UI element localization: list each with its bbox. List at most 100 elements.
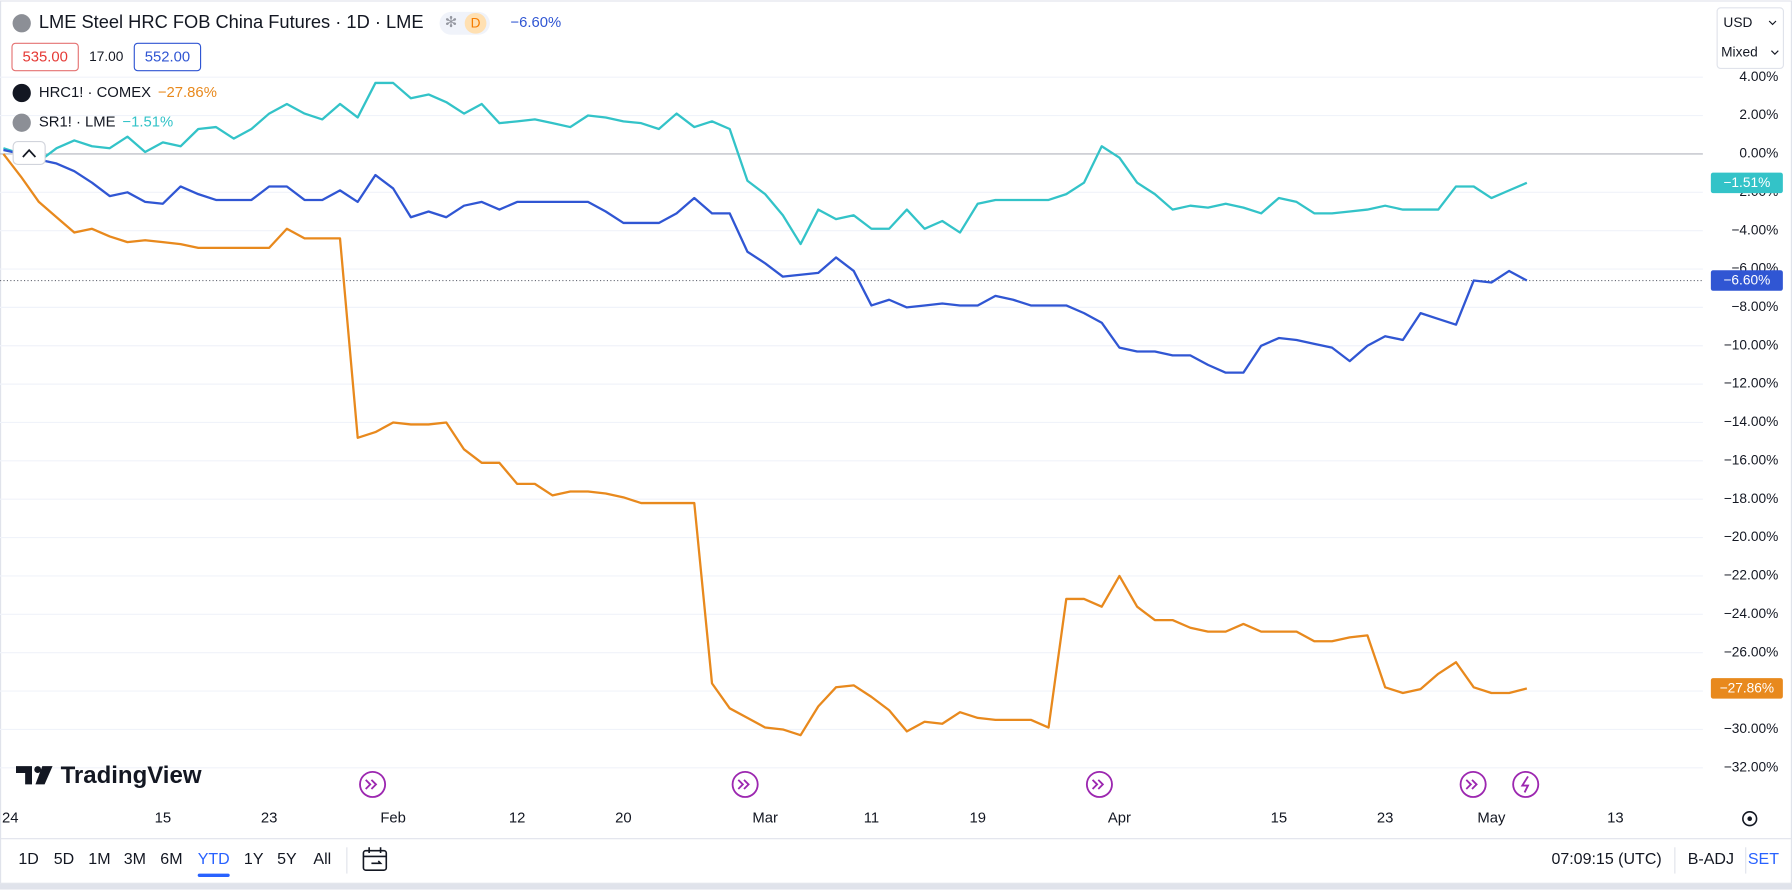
collapse-box[interactable] [12, 140, 46, 165]
chevron [1768, 20, 1777, 26]
bid-price: 535.00 [22, 49, 67, 65]
y-tick-label: −20.00% [1724, 529, 1778, 544]
compare-change: −27.86% [158, 85, 217, 101]
main-symbol[interactable]: LME Steel HRC FOB China Futures · 1D · L… [39, 11, 424, 32]
value-tag [1710, 172, 1783, 194]
y-tick-label: −4.00% [1731, 222, 1778, 237]
spread: 17.00 [89, 49, 124, 64]
scale-mode[interactable]: Mixed [1721, 45, 1758, 60]
brand-logo [16, 766, 53, 785]
symbol-icon [12, 113, 31, 132]
value-tag-label: −1.51% [1723, 175, 1770, 190]
logo-mark [35, 766, 53, 785]
ask-box [133, 42, 202, 72]
scale-box-bg [1716, 7, 1784, 69]
compare-change: −1.51% [122, 115, 173, 131]
range-buttons: 1D 5D 1M 3M 6M YTD 1Y 5Y All [18, 851, 331, 868]
adjust-toggle[interactable]: B-ADJ [1688, 851, 1734, 868]
x-tick-label: 19 [969, 811, 986, 827]
event-glyph [737, 779, 750, 790]
date-range-button[interactable] [362, 847, 388, 871]
gear-icon[interactable] [1742, 811, 1758, 827]
range-button[interactable]: 1M [88, 851, 110, 868]
x-tick-label: 12 [509, 811, 526, 827]
event-icon[interactable] [1085, 770, 1113, 798]
event-icons[interactable] [359, 770, 1540, 798]
collapse-button[interactable] [12, 140, 46, 165]
y-tick-label: −14.00% [1724, 414, 1778, 429]
value-tag [1710, 270, 1783, 291]
compare-symbol[interactable]: HRC1! · COMEX [39, 85, 151, 101]
symbol-icon [12, 83, 31, 103]
grid-layer [0, 76, 1703, 769]
value-tag-label: −27.86% [1720, 681, 1774, 696]
session-toggle[interactable]: SET [1748, 851, 1779, 868]
active-underline [197, 873, 230, 877]
series-line [3, 81, 1528, 246]
event-glyph [1091, 779, 1105, 790]
event-icon[interactable] [1512, 770, 1540, 798]
range-button[interactable]: 5Y [277, 851, 297, 868]
range-button[interactable]: 6M [160, 851, 182, 868]
bid-box [11, 42, 79, 72]
ask-price: 552.00 [145, 49, 190, 65]
x-tick-label: 23 [1377, 811, 1394, 827]
x-tick-label: 24 [2, 811, 19, 827]
y-tick-label: −18.00% [1724, 491, 1778, 506]
logo-mark [16, 766, 32, 785]
y-tick-label: −12.00% [1724, 376, 1778, 391]
x-tick-label: 20 [615, 811, 632, 827]
interval-badge: D [471, 15, 481, 30]
y-tick-label: −30.00% [1724, 721, 1778, 736]
y-tick-label: −24.00% [1724, 606, 1778, 621]
symbol-icon [12, 14, 31, 33]
x-tick-label: Apr [1108, 811, 1131, 827]
series-line [2, 153, 1528, 737]
x-tick-label: Mar [752, 811, 778, 827]
y-tick-label: −32.00% [1724, 759, 1778, 774]
gear-center [1747, 816, 1752, 821]
main-change: −6.60% [510, 15, 561, 31]
x-tick-label: 11 [864, 811, 879, 827]
range-button[interactable]: 1D [18, 851, 38, 868]
y-tick-label: −10.00% [1724, 337, 1778, 352]
range-button[interactable]: All [313, 851, 331, 868]
logo-mark [34, 766, 42, 773]
interval-badge-bg [464, 13, 487, 34]
event-icon[interactable] [359, 770, 387, 798]
calendar-glyph [363, 847, 387, 865]
event-icon[interactable] [1459, 770, 1487, 798]
range-button[interactable]: YTD [198, 851, 230, 868]
event-glyph [365, 779, 378, 790]
chevron [1771, 50, 1779, 55]
x-tick-label: 15 [155, 811, 172, 827]
range-button[interactable]: 1Y [244, 851, 264, 868]
series-line [3, 148, 1528, 374]
y-tick-label: 4.00% [1739, 69, 1778, 84]
compare-symbol[interactable]: SR1! · LME [39, 115, 116, 131]
range-button[interactable]: 5D [54, 851, 74, 868]
x-tick-label: 13 [1607, 811, 1624, 827]
event-glyph [1520, 775, 1530, 793]
collapse-icon [22, 148, 37, 158]
bottom-strip [0, 883, 1792, 890]
y-tick-label: 0.00% [1739, 146, 1778, 161]
currency[interactable]: USD [1723, 15, 1752, 30]
x-tick-label: Feb [380, 811, 406, 827]
line-layer [2, 81, 1528, 737]
brand-name: TradingView [61, 762, 202, 789]
scale-box[interactable]: USD Mixed [1716, 7, 1784, 69]
y-tick-label: −26.00% [1724, 644, 1778, 659]
clock[interactable]: 07:09:15 (UTC) [1551, 851, 1661, 868]
calendar-icon[interactable] [362, 849, 388, 871]
event-glyph [1465, 779, 1478, 790]
x-tick-label: 15 [1271, 811, 1288, 827]
range-button[interactable]: 3M [124, 851, 146, 868]
value-tag [1710, 678, 1783, 699]
axis-settings[interactable] [1742, 811, 1758, 827]
event-icon[interactable] [731, 770, 759, 798]
